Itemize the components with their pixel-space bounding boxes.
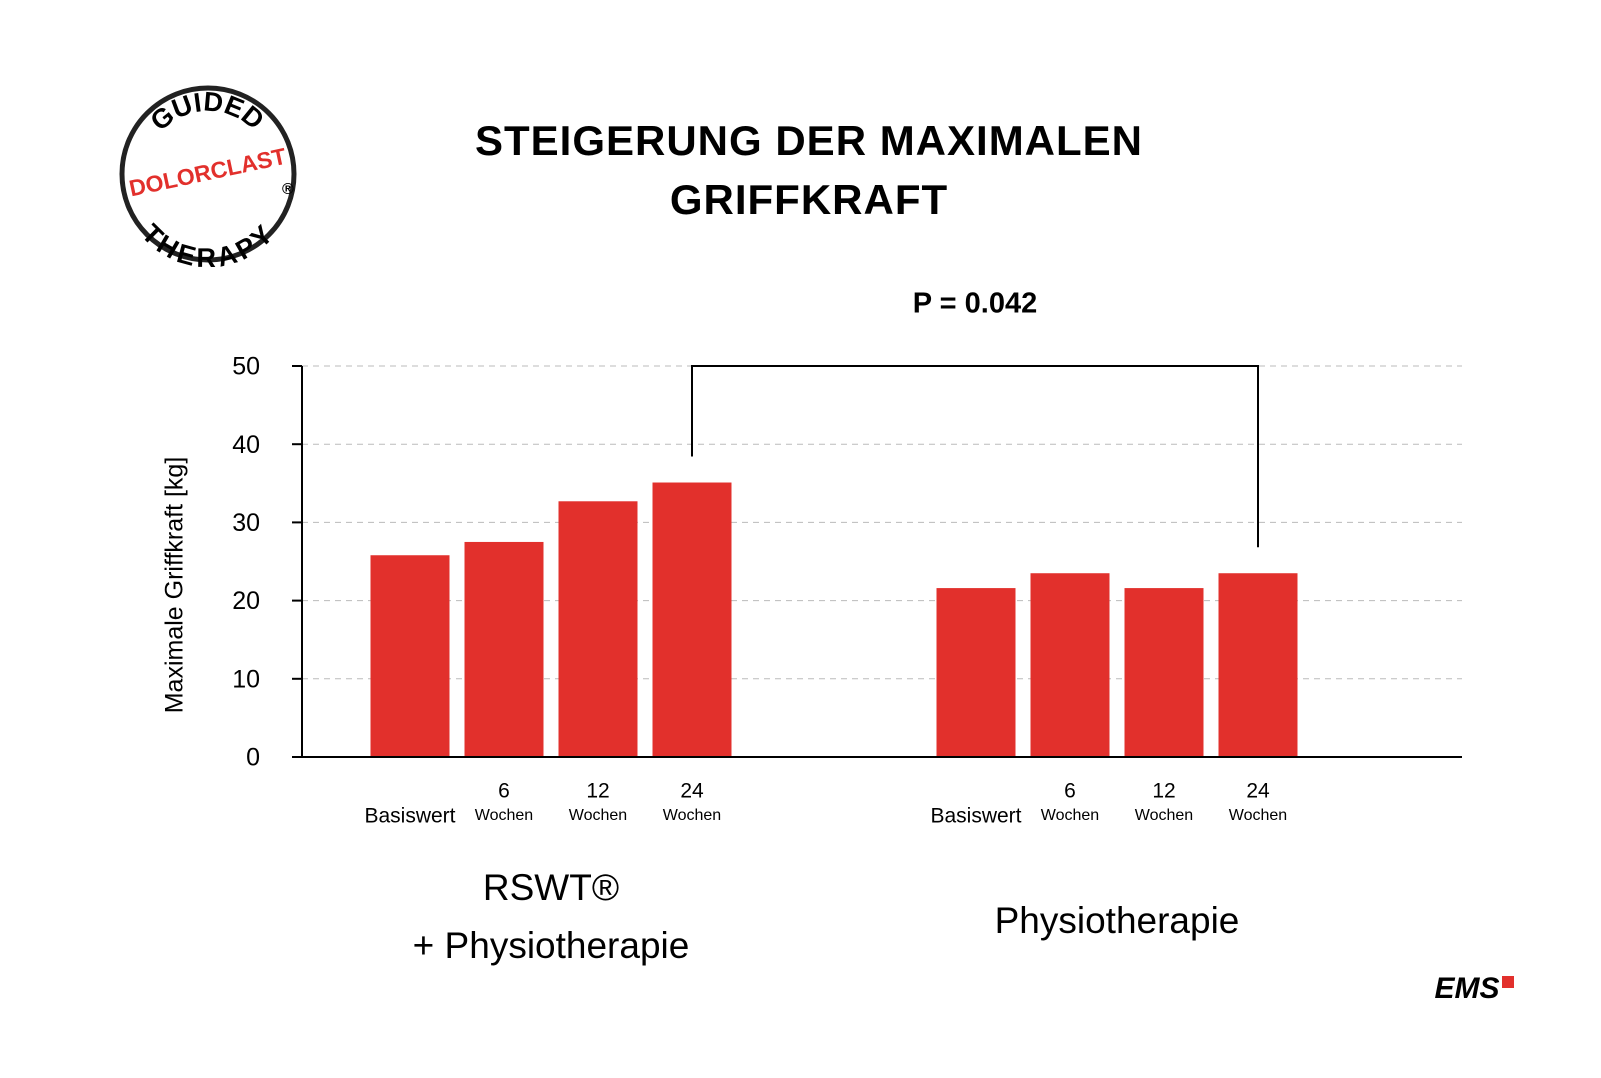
y-tick-label: 10 bbox=[232, 665, 260, 693]
x-tick-label: 24 bbox=[1246, 780, 1270, 803]
bar bbox=[1124, 588, 1204, 757]
bar bbox=[1218, 573, 1298, 757]
group-label: RSWT® bbox=[483, 867, 619, 908]
x-tick-label: 12 bbox=[586, 780, 609, 803]
brand-cross bbox=[1502, 976, 1514, 988]
y-tick-label: 20 bbox=[232, 587, 260, 615]
x-tick-label: 24 bbox=[680, 780, 704, 803]
bar bbox=[936, 588, 1016, 757]
logo-ring bbox=[119, 85, 297, 263]
logo-mark: ® bbox=[282, 181, 294, 198]
group-label: + Physiotherapie bbox=[413, 925, 690, 966]
x-tick-label: Basiswert bbox=[930, 805, 1021, 828]
y-tick-label: 40 bbox=[232, 431, 260, 459]
x-tick-sublabel: Wochen bbox=[1041, 807, 1099, 824]
x-tick-label: 6 bbox=[498, 780, 510, 803]
x-tick-label: Basiswert bbox=[364, 805, 455, 828]
bar bbox=[464, 541, 544, 757]
chart-title: STEIGERUNG DER MAXIMALEN bbox=[475, 117, 1143, 164]
y-axis-label: Maximale Griffkraft [kg] bbox=[161, 457, 189, 714]
brand: EMS bbox=[1434, 972, 1499, 1005]
x-tick-sublabel: Wochen bbox=[475, 807, 533, 824]
x-tick-label: 6 bbox=[1064, 780, 1076, 803]
bar bbox=[1030, 573, 1110, 757]
group-label: Physiotherapie bbox=[995, 900, 1240, 941]
y-tick-label: 30 bbox=[232, 509, 260, 537]
x-tick-sublabel: Wochen bbox=[1135, 807, 1193, 824]
x-tick-sublabel: Wochen bbox=[569, 807, 627, 824]
bar bbox=[370, 555, 450, 757]
logo: GUIDED DOLORCLAST THERAPY ® bbox=[119, 85, 297, 273]
bar bbox=[558, 501, 638, 757]
bar bbox=[652, 482, 732, 757]
chart-title: GRIFFKRAFT bbox=[670, 176, 948, 223]
x-tick-label: 12 bbox=[1152, 780, 1175, 803]
x-tick-sublabel: Wochen bbox=[1229, 807, 1287, 824]
significance-bracket bbox=[691, 365, 1259, 548]
y-tick-label: 50 bbox=[232, 353, 260, 381]
annotation: P = 0.042 bbox=[913, 288, 1037, 320]
y-tick-label: 0 bbox=[246, 744, 260, 772]
x-tick-sublabel: Wochen bbox=[663, 807, 721, 824]
